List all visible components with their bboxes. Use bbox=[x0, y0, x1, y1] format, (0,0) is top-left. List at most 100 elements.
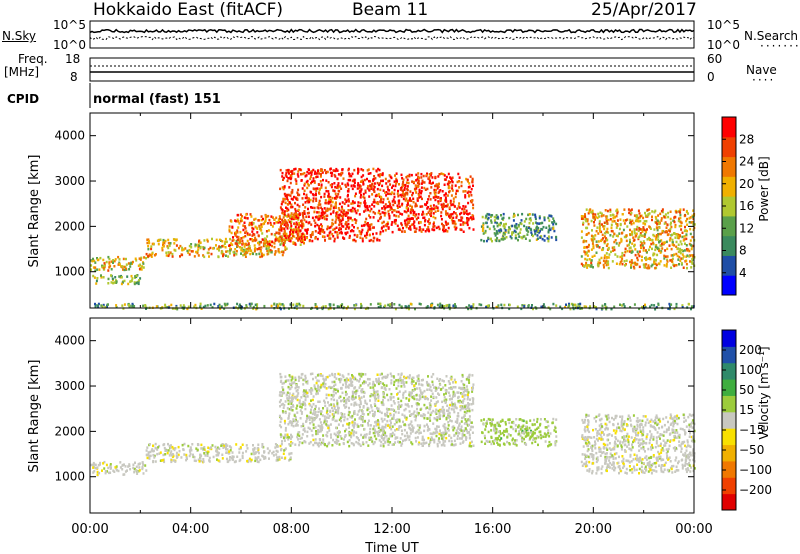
echo-cell bbox=[493, 219, 496, 222]
echo-cell bbox=[652, 241, 655, 245]
echo-cell bbox=[129, 467, 132, 471]
echo-cell bbox=[360, 302, 362, 306]
echo-cell bbox=[148, 241, 151, 245]
echo-cell bbox=[527, 226, 530, 230]
echo-cell bbox=[287, 236, 290, 240]
echo-cell bbox=[670, 254, 673, 257]
echo-cell bbox=[623, 235, 626, 239]
echo-cell bbox=[308, 389, 311, 392]
echo-cell bbox=[672, 263, 675, 266]
echo-cell bbox=[297, 175, 300, 178]
echo-cell bbox=[307, 207, 309, 211]
echo-cell bbox=[111, 277, 114, 281]
echo-cell bbox=[127, 282, 130, 286]
echo-cell bbox=[142, 304, 145, 308]
echo-cell bbox=[348, 200, 350, 203]
echo-cell bbox=[300, 179, 303, 182]
echo-cell bbox=[393, 380, 396, 384]
echo-cell bbox=[92, 257, 94, 261]
echo-cell bbox=[391, 417, 394, 420]
echo-cell bbox=[637, 216, 640, 220]
echo-cell bbox=[161, 248, 164, 252]
echo-cell bbox=[469, 175, 472, 178]
echo-cell bbox=[398, 404, 401, 407]
echo-cell bbox=[292, 228, 295, 232]
echo-cell bbox=[288, 186, 291, 189]
echo-cell bbox=[379, 173, 382, 176]
echo-cell bbox=[414, 418, 417, 422]
echo-cell bbox=[291, 376, 294, 379]
echo-cell bbox=[398, 425, 401, 428]
echo-cell bbox=[633, 230, 636, 233]
echo-cell bbox=[361, 388, 364, 391]
echo-cell bbox=[282, 176, 285, 180]
echo-cell bbox=[280, 403, 283, 406]
echo-cell bbox=[569, 307, 572, 311]
echo-cell bbox=[626, 244, 629, 247]
echo-cell bbox=[325, 189, 328, 193]
echo-cell bbox=[289, 444, 292, 447]
echo-cell bbox=[688, 249, 691, 253]
echo-cell bbox=[663, 254, 666, 258]
echo-cell bbox=[306, 196, 308, 199]
echo-cell bbox=[480, 303, 483, 307]
echo-cell bbox=[511, 224, 514, 228]
echo-cell bbox=[146, 241, 149, 245]
echo-cell bbox=[432, 196, 435, 199]
echo-cell bbox=[309, 440, 312, 444]
echo-cell bbox=[379, 381, 382, 385]
echo-cell bbox=[300, 219, 302, 223]
echo-cell bbox=[259, 255, 262, 259]
echo-cell bbox=[331, 200, 334, 204]
echo-cell bbox=[402, 226, 404, 230]
echo-cell bbox=[107, 466, 110, 470]
echo-cell bbox=[462, 210, 465, 213]
echo-cell bbox=[305, 236, 308, 240]
echo-cell bbox=[94, 266, 97, 269]
echo-cell bbox=[408, 227, 410, 230]
echo-cell bbox=[424, 397, 427, 401]
echo-cell bbox=[673, 244, 676, 247]
echo-cell bbox=[301, 226, 304, 230]
echo-cell bbox=[193, 456, 196, 459]
echo-cell bbox=[358, 408, 361, 412]
echo-cell bbox=[391, 434, 393, 438]
echo-cell bbox=[450, 177, 453, 180]
echo-cell bbox=[585, 240, 588, 243]
echo-cell bbox=[642, 246, 645, 250]
echo-cell bbox=[96, 304, 99, 307]
echo-cell bbox=[373, 391, 376, 394]
echo-cell bbox=[266, 253, 269, 256]
echo-cell bbox=[637, 220, 640, 223]
echo-cell bbox=[318, 227, 321, 230]
echo-cell bbox=[311, 239, 314, 243]
echo-cell bbox=[452, 216, 455, 220]
echo-cell bbox=[199, 305, 202, 308]
echo-cell bbox=[172, 454, 175, 458]
echo-cell bbox=[270, 215, 273, 218]
echo-cell bbox=[632, 265, 635, 269]
echo-cell bbox=[457, 205, 460, 208]
echo-cell bbox=[300, 225, 303, 228]
echo-cell bbox=[306, 186, 309, 190]
echo-cell bbox=[585, 208, 588, 211]
echo-cell bbox=[130, 261, 133, 265]
echo-cell bbox=[418, 426, 421, 429]
echo-cell bbox=[508, 216, 511, 220]
echo-cell bbox=[510, 236, 513, 240]
echo-cell bbox=[122, 268, 124, 271]
echo-cell bbox=[222, 446, 225, 449]
echo-cell bbox=[636, 256, 639, 260]
echo-cell bbox=[328, 385, 331, 389]
echo-cell bbox=[653, 234, 656, 238]
echo-cell bbox=[638, 235, 641, 238]
echo-cell bbox=[381, 207, 384, 210]
echo-cell bbox=[405, 176, 408, 179]
echo-cell bbox=[284, 456, 287, 460]
echo-cell bbox=[333, 398, 336, 402]
echo-cell bbox=[488, 213, 491, 216]
echo-cell bbox=[415, 179, 418, 182]
echo-cell bbox=[241, 451, 244, 455]
echo-cell bbox=[337, 439, 340, 443]
echo-cell bbox=[285, 236, 287, 240]
